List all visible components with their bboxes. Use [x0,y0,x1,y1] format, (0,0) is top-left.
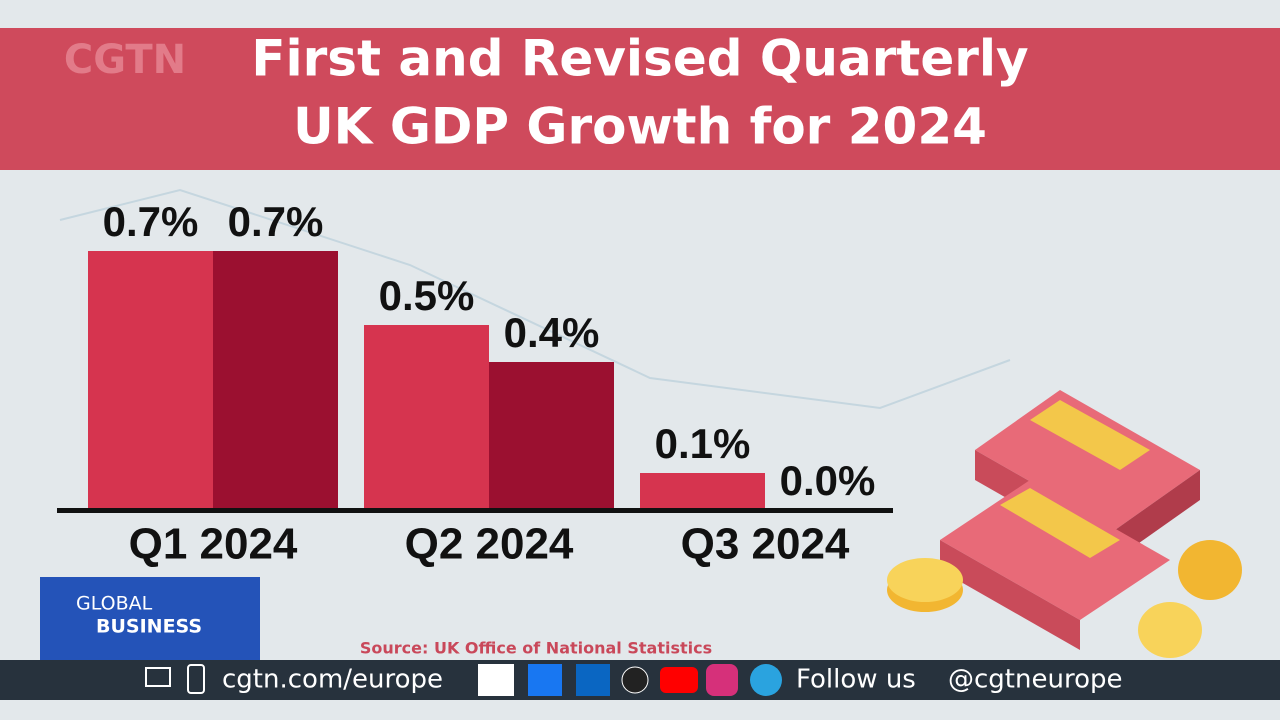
source: Source: UK Office of National Statistics [360,639,712,658]
value-label: 0.7% [103,198,199,245]
chart-subtitle: UK GDP Growth for 2024 [293,98,987,156]
logo: CGTN [64,37,186,83]
value-label: 0.1% [655,420,751,467]
telegram-icon[interactable] [750,664,782,696]
bar [213,251,338,510]
chart-title: First and Revised Quarterly [251,30,1028,88]
website: cgtn.com/europe [222,665,443,695]
linkedin-icon[interactable] [576,664,610,696]
facebook-icon[interactable] [528,664,562,696]
desktop-icon [145,667,171,687]
handle: @cgtneurope [948,665,1122,695]
follow-label: Follow us [796,665,916,695]
bar [88,251,213,510]
value-label: 0.7% [228,198,324,245]
value-label: 0.0% [780,457,876,504]
title-band [0,28,1280,170]
background-decoration [59,188,1011,410]
bar [489,362,614,510]
money-illustration [887,390,1242,658]
phone-icon [187,664,205,694]
x-tick-label: Q3 2024 [681,520,850,569]
program-badge [40,577,260,660]
youtube-icon[interactable] [660,667,698,693]
program-label: GLOBAL [76,593,153,615]
bar [364,325,489,510]
bar [640,473,765,510]
tiktok-icon[interactable] [621,666,649,694]
plot: Q1 2024 0.7% 0.7% Q2 2024 0.5% 0.4% Q3 2024 0.1… [88,198,875,569]
x-tick-label: Q2 2024 [405,520,574,569]
x-icon[interactable] [478,664,514,696]
x-tick-label: Q1 2024 [129,520,298,569]
program-label: BUSINESS [96,616,202,638]
value-label: 0.5% [379,272,475,319]
value-label: 0.4% [504,309,600,356]
instagram-icon[interactable] [706,664,738,696]
baseline [57,508,893,513]
